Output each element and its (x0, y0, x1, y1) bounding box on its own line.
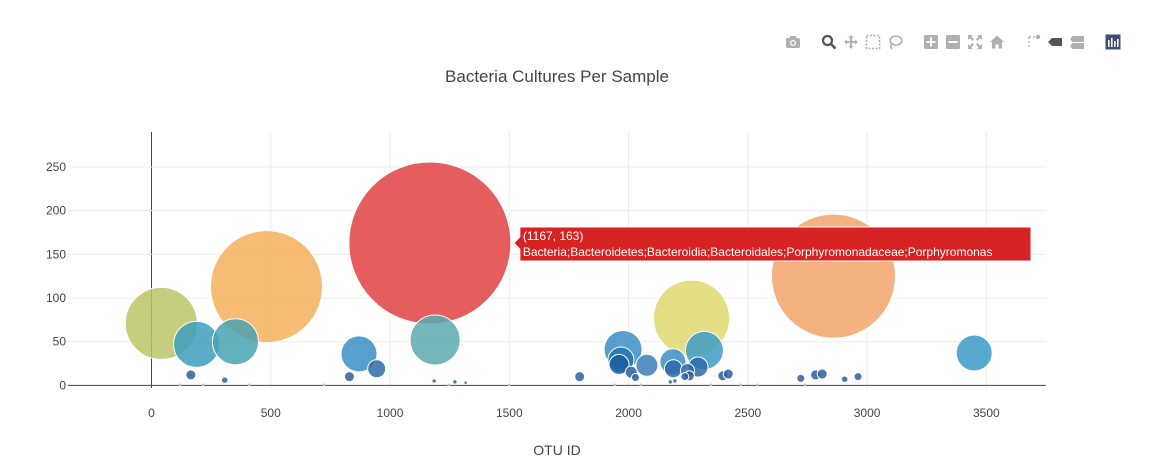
camera-icon[interactable] (785, 34, 801, 50)
y-tick-label: 200 (46, 204, 66, 218)
chart-title: Bacteria Cultures Per Sample (445, 67, 669, 86)
hover-compare-icon[interactable] (1069, 34, 1085, 50)
bubble-point[interactable] (796, 373, 806, 383)
bubble-point[interactable] (211, 318, 259, 366)
bubble-point[interactable] (178, 383, 182, 386)
y-tick-label: 50 (53, 335, 67, 349)
bubble-layer[interactable] (124, 161, 993, 386)
bubble-point[interactable] (185, 369, 197, 381)
bubble-point[interactable] (955, 334, 993, 372)
bubble-point[interactable] (680, 372, 690, 382)
bubble-point[interactable] (322, 383, 326, 386)
bubble-point[interactable] (348, 161, 512, 325)
bubble-point[interactable] (739, 383, 743, 386)
plotly-logo-icon[interactable] (1105, 34, 1121, 50)
lasso-select-icon[interactable] (887, 34, 903, 50)
bubble-point[interactable] (841, 376, 848, 383)
bubble-point[interactable] (755, 383, 759, 386)
bubble-point[interactable] (409, 314, 461, 366)
bubble-point[interactable] (816, 368, 828, 380)
bubble-point[interactable] (463, 381, 468, 385)
x-tick-label: 500 (261, 406, 281, 420)
x-tick-label: 1000 (377, 406, 404, 420)
bubble-point[interactable] (668, 379, 673, 385)
bubble-point[interactable] (630, 373, 640, 383)
bubble-point[interactable] (367, 359, 387, 379)
y-tick-label: 0 (59, 378, 66, 392)
home-icon[interactable] (989, 34, 1005, 50)
x-tick-labels: 0 500 1000 1500 2000 2500 3000 3500 (148, 406, 1000, 420)
spike-lines-icon[interactable] (1025, 34, 1041, 50)
bubble-point[interactable] (201, 383, 205, 386)
bubble-point[interactable] (247, 383, 251, 386)
y-tick-labels: 0 50 100 150 200 250 (46, 160, 66, 392)
bubble-point[interactable] (803, 383, 807, 386)
box-select-icon[interactable] (865, 34, 881, 50)
y-tick-label: 150 (46, 247, 66, 261)
x-tick-label: 0 (148, 406, 155, 420)
bubble-point[interactable] (507, 383, 511, 386)
bubble-point[interactable] (663, 359, 683, 379)
hover-label: Bacteria;Bacteroidetes;Bacteroidia;Bacte… (523, 245, 993, 259)
zoom-out-icon[interactable] (945, 34, 961, 50)
x-axis-label: OTU ID (533, 442, 580, 458)
bubble-point[interactable] (431, 378, 437, 384)
hover-coordinates: (1167, 163) (523, 229, 584, 243)
bubble-point[interactable] (613, 383, 617, 386)
bubble-point[interactable] (221, 376, 228, 384)
zoom-icon[interactable] (821, 34, 837, 50)
bubble-point[interactable] (574, 371, 586, 383)
bubble-point[interactable] (447, 383, 450, 386)
bubble-point[interactable] (709, 383, 713, 386)
bubble-point[interactable] (343, 371, 355, 383)
bubble-point[interactable] (853, 372, 863, 382)
hover-tooltip: (1167, 163) Bacteria;Bacteroidetes;Bacter… (513, 226, 1032, 262)
x-tick-label: 3000 (854, 406, 881, 420)
y-tick-label: 100 (46, 291, 66, 305)
autoscale-icon[interactable] (967, 34, 983, 50)
bubble-point[interactable] (209, 230, 323, 344)
bubble-point[interactable] (340, 335, 378, 373)
x-tick-label: 1500 (496, 406, 523, 420)
x-tick-label: 3500 (973, 406, 1000, 420)
modebar (768, 34, 1124, 50)
bubble-point[interactable] (452, 379, 458, 385)
bubble-point[interactable] (639, 383, 642, 386)
y-tick-label: 250 (46, 160, 66, 174)
hover-box (513, 226, 1032, 262)
bubble-point[interactable] (672, 378, 678, 384)
bubble-point[interactable] (722, 368, 734, 380)
zoom-in-icon[interactable] (923, 34, 939, 50)
x-tick-label: 2000 (615, 406, 642, 420)
x-tick-label: 2500 (734, 406, 761, 420)
bubble-point[interactable] (635, 353, 659, 377)
hover-closest-icon[interactable] (1047, 34, 1063, 50)
pan-icon[interactable] (843, 34, 859, 50)
bubble-point[interactable] (608, 353, 630, 375)
